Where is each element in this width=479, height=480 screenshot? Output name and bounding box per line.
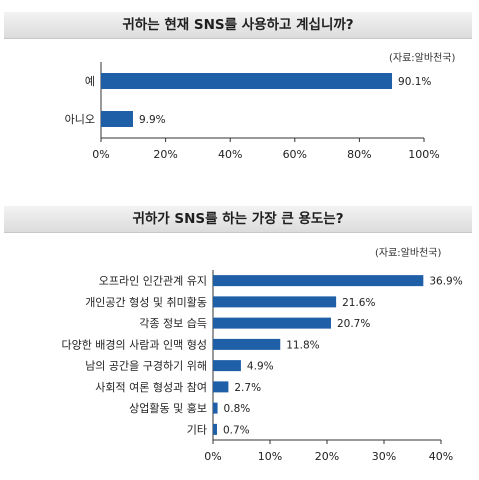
chart1-bar — [101, 111, 133, 127]
chart2-category-label: 기타 — [187, 423, 207, 436]
chart2-bar — [213, 275, 424, 287]
chart2-bar — [213, 317, 331, 329]
chart2-plot: 오프라인 인간관계 유지 36.9% 개인공간 형성 및 취미활동 21.6% 각종 정… — [61, 270, 463, 463]
chart2-bar — [213, 381, 229, 393]
chart2-bar — [213, 360, 241, 372]
chart2-value-label: 4.9% — [247, 361, 274, 373]
chart1-x-tick-label: 0% — [92, 148, 109, 161]
chart1-x-tick-label: 60% — [283, 148, 307, 161]
chart1-value-label: 90.1% — [398, 76, 431, 88]
chart2-value-label: 36.9% — [429, 276, 462, 288]
chart2-value-label: 0.7% — [223, 424, 250, 436]
chart2-x-tick-label: 40% — [429, 450, 453, 463]
chart1-category-label: 예 — [85, 75, 95, 88]
chart2-value-label: 20.7% — [337, 318, 370, 330]
chart2-category-label: 각종 정보 습득 — [139, 317, 207, 330]
chart2-bar — [213, 402, 218, 414]
chart2-title-banner: 귀하가 SNS를 하는 가장 큰 용도는? — [4, 206, 472, 233]
chart2-category-label: 오프라인 인간관계 유지 — [99, 275, 207, 288]
chart2-x-tick-label: 20% — [315, 450, 339, 463]
chart2-category-label: 상업활동 및 홍보 — [129, 401, 207, 415]
chart1-x-tick-label: 20% — [153, 148, 177, 161]
chart1-x-tick-label: 100% — [408, 148, 439, 161]
chart1-x-tick-label: 40% — [218, 148, 242, 161]
chart2-category-label: 개인공간 형성 및 취미활동 — [85, 295, 207, 309]
chart2-category-label: 사회적 여론 형성과 참여 — [95, 381, 207, 394]
chart2-title: 귀하가 SNS를 하는 가장 큰 용도는? — [132, 211, 344, 227]
chart1-source: (자료:알바천국) — [389, 53, 456, 64]
chart2-x-tick-label: 0% — [204, 450, 221, 463]
chart2-bar — [213, 338, 281, 350]
chart1-plot: 예 90.1% 아니오 9.9% 0% 20% 40% 60% 80% 100% — [65, 62, 440, 161]
chart1-bar — [101, 73, 393, 89]
chart2-value-label: 11.8% — [286, 339, 319, 351]
chart1-title: 귀하는 현재 SNS를 사용하고 계십니까? — [122, 17, 354, 33]
chart1-title-banner: 귀하는 현재 SNS를 사용하고 계십니까? — [4, 12, 472, 39]
chart2-value-label: 0.8% — [224, 403, 251, 415]
chart2-source: (자료:알바천국) — [375, 248, 442, 259]
chart2-bar — [213, 296, 337, 308]
chart1-category-label: 아니오 — [65, 113, 95, 126]
chart2-bar — [213, 423, 217, 435]
chart2-value-label: 2.7% — [234, 382, 261, 394]
chart2-category-label: 남의 공간을 구경하기 위해 — [85, 359, 207, 373]
chart1-x-tick-label: 80% — [347, 148, 371, 161]
chart1-value-label: 9.9% — [139, 114, 166, 126]
chart2-x-tick-label: 30% — [372, 450, 396, 463]
chart2-x-tick-label: 10% — [258, 450, 282, 463]
chart2-value-label: 21.6% — [342, 297, 375, 309]
chart2-category-label: 다양한 배경의 사람과 인맥 형성 — [61, 338, 207, 351]
